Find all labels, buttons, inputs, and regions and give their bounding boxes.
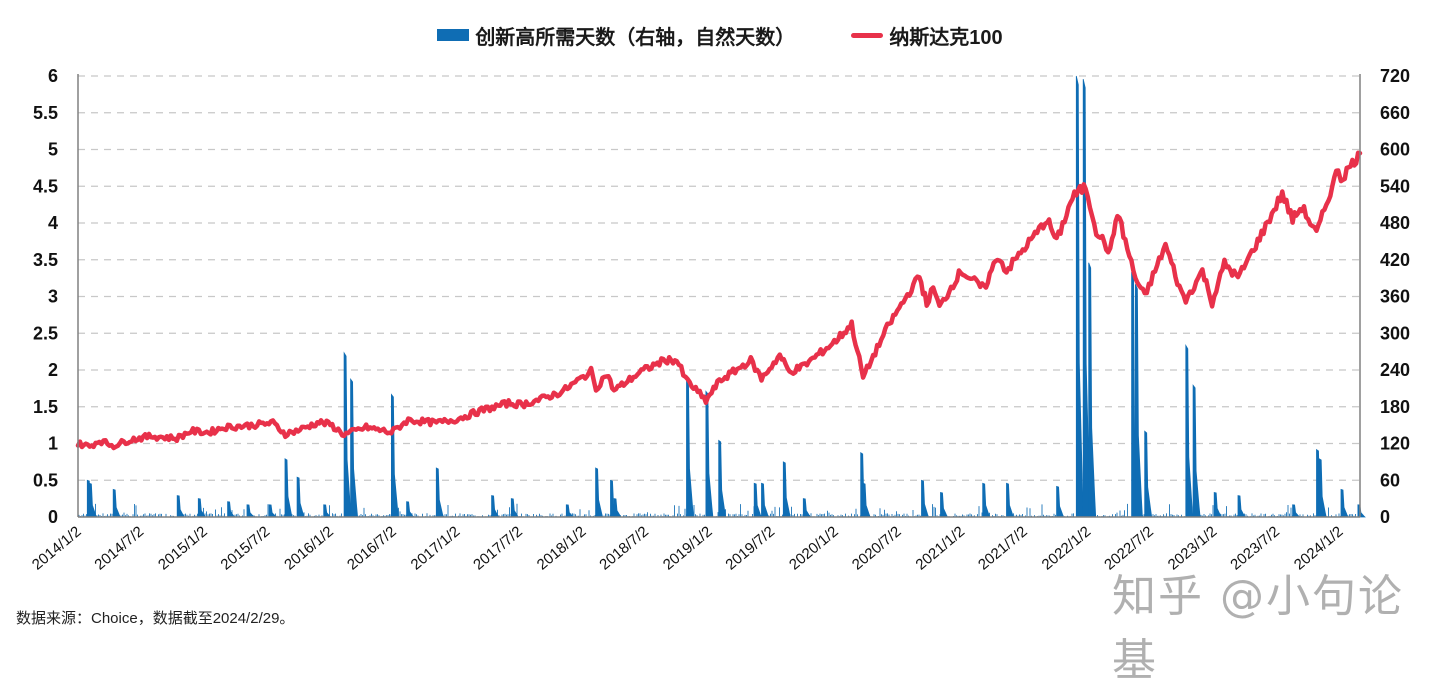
svg-text:3.5: 3.5 <box>33 250 58 270</box>
svg-text:0: 0 <box>1380 507 1390 527</box>
svg-text:2020/7/2: 2020/7/2 <box>849 523 905 574</box>
svg-text:1: 1 <box>48 434 58 454</box>
svg-text:4.5: 4.5 <box>33 176 58 196</box>
svg-text:2022/1/2: 2022/1/2 <box>1039 523 1095 574</box>
svg-text:300: 300 <box>1380 323 1410 343</box>
legend-item-days-to-new-high[interactable]: 创新高所需天数（右轴，自然天数） <box>437 21 795 50</box>
svg-text:1.5: 1.5 <box>33 397 58 417</box>
legend-item-nasdaq100[interactable]: 纳斯达克100 <box>851 21 1003 50</box>
svg-text:2.5: 2.5 <box>33 323 58 343</box>
svg-text:0: 0 <box>48 507 58 527</box>
svg-text:5.5: 5.5 <box>33 103 58 123</box>
svg-text:5: 5 <box>48 140 58 160</box>
svg-text:2020/1/2: 2020/1/2 <box>786 523 842 574</box>
chart-legend: 创新高所需天数（右轴，自然天数） 纳斯达克100 <box>0 20 1440 50</box>
svg-text:2017/1/2: 2017/1/2 <box>408 523 464 574</box>
chart-canvas: 0 0.5 1 1.5 2 2.5 3 3.5 4 4.5 5 5.5 6 0 60 120 180 240 30… <box>29 66 1410 574</box>
source-note: 数据来源：Choice，数据截至2024/2/29。 <box>16 610 295 627</box>
svg-text:2016/7/2: 2016/7/2 <box>344 523 400 574</box>
bar-swatch-icon <box>437 29 470 41</box>
svg-text:540: 540 <box>1380 176 1410 196</box>
line-series-nasdaq100 <box>75 150 1363 451</box>
legend-label-bar: 创新高所需天数（右轴，自然天数） <box>475 26 796 49</box>
svg-text:0.5: 0.5 <box>33 470 58 490</box>
svg-text:6: 6 <box>48 66 58 86</box>
svg-text:2016/1/2: 2016/1/2 <box>281 523 337 574</box>
svg-text:2015/1/2: 2015/1/2 <box>155 523 211 574</box>
svg-text:2021/1/2: 2021/1/2 <box>912 523 968 574</box>
watermark: 知乎 @小句论基 <box>1112 571 1404 686</box>
svg-text:2018/7/2: 2018/7/2 <box>596 523 652 574</box>
svg-text:2021/7/2: 2021/7/2 <box>975 523 1031 574</box>
svg-text:420: 420 <box>1380 250 1410 270</box>
svg-text:4: 4 <box>48 213 58 233</box>
axes <box>77 74 1361 518</box>
svg-text:60: 60 <box>1380 470 1400 490</box>
svg-text:2: 2 <box>48 360 58 380</box>
svg-text:720: 720 <box>1380 66 1410 86</box>
gridlines <box>78 75 1360 481</box>
svg-text:2017/7/2: 2017/7/2 <box>470 523 526 574</box>
svg-text:360: 360 <box>1380 287 1410 307</box>
svg-text:2015/7/2: 2015/7/2 <box>218 523 274 574</box>
svg-text:480: 480 <box>1380 213 1410 233</box>
svg-text:240: 240 <box>1380 360 1410 380</box>
svg-text:660: 660 <box>1380 103 1410 123</box>
svg-text:2014/1/2: 2014/1/2 <box>29 523 85 574</box>
svg-text:2014/7/2: 2014/7/2 <box>91 523 147 574</box>
svg-text:180: 180 <box>1380 397 1410 417</box>
svg-text:2018/1/2: 2018/1/2 <box>534 523 590 574</box>
svg-text:3: 3 <box>48 287 58 307</box>
svg-text:2019/1/2: 2019/1/2 <box>660 523 716 574</box>
svg-text:600: 600 <box>1380 140 1410 160</box>
right-axis-ticks: 0 60 120 180 240 300 360 420 480 540 600 660 720 <box>1380 66 1410 527</box>
svg-text:120: 120 <box>1380 434 1410 454</box>
left-axis-ticks: 0 0.5 1 1.5 2 2.5 3 3.5 4 4.5 5 5.5 6 <box>33 66 58 527</box>
line-swatch-icon <box>851 32 884 38</box>
svg-text:2019/7/2: 2019/7/2 <box>722 523 778 574</box>
legend-label-line: 纳斯达克100 <box>889 26 1003 49</box>
